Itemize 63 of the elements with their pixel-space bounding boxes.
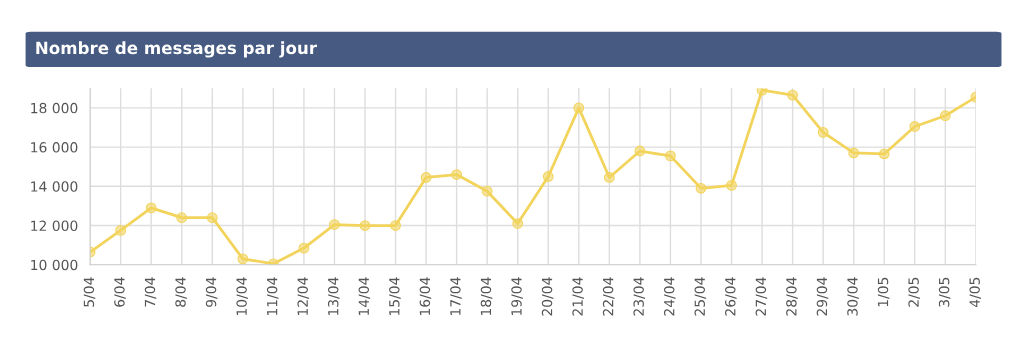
point [359,220,371,231]
x-tick-label: 9/04 [205,277,218,307]
x-tick-label: 11/04 [266,277,279,316]
x-tick-label: 27/04 [755,277,768,316]
x-tick-label: 18/04 [480,277,493,316]
y-tick-label: 12 000 [31,220,78,231]
x-tick-label: 17/04 [450,277,462,316]
line-series [90,88,976,265]
x-tick-label: 6/04 [114,277,126,307]
x-tick-label: 29/04 [816,277,829,316]
point [878,148,890,160]
point [573,102,585,114]
x-tick-label: 16/04 [419,277,432,316]
x-tick-label: 7/04 [144,277,157,307]
point [542,171,554,182]
x-tick-label: 25/04 [694,277,707,316]
x-tick-label: 24/04 [663,277,676,316]
point [206,212,218,224]
point [634,145,646,157]
x-tick-label: 13/04 [327,277,340,316]
x-tick-label: 2/05 [908,277,920,307]
x-tick-label: 10/04 [236,277,248,316]
chart-title: Nombre de messages par jour [36,41,317,58]
x-tick-label: 4/05 [969,277,981,308]
point [176,212,188,224]
y-tick-label: 18 000 [31,102,78,114]
point [481,185,493,197]
point [939,110,951,122]
x-tick-label: 5/04 [83,277,96,307]
point [695,182,707,194]
point [237,253,249,265]
point [787,89,798,101]
x-tick-label: 28/04 [786,277,798,316]
x-tick-label: 14/04 [358,277,371,316]
point [390,220,401,231]
point [665,150,676,162]
x-tick-label: 3/05 [938,277,951,307]
point [817,126,829,138]
x-tick-label: 19/04 [511,277,523,316]
point [909,121,921,132]
x-tick-label: 8/04 [175,277,187,307]
x-tick-label: 1/05 [877,277,890,307]
x-tick-label: 22/04 [602,277,615,316]
y-tick-label: 16 000 [31,142,78,153]
x-tick-label: 30/04 [847,277,859,316]
x-tick-label: 23/04 [633,277,646,316]
point [848,147,860,159]
x-tick-label: 26/04 [725,277,737,316]
y-tick-label: 14 000 [31,181,78,192]
point [603,172,615,183]
point [726,179,737,191]
point [145,202,157,214]
point [329,219,340,230]
point [451,169,463,180]
point [512,218,524,229]
point [298,242,310,254]
x-tick-label: 15/04 [389,277,401,316]
x-tick-label: 21/04 [572,277,584,316]
x-tick-label: 20/04 [541,277,554,316]
point [115,225,127,236]
x-tick-label: 12/04 [297,277,310,316]
point [420,172,432,183]
y-tick-label: 10 000 [31,259,78,271]
